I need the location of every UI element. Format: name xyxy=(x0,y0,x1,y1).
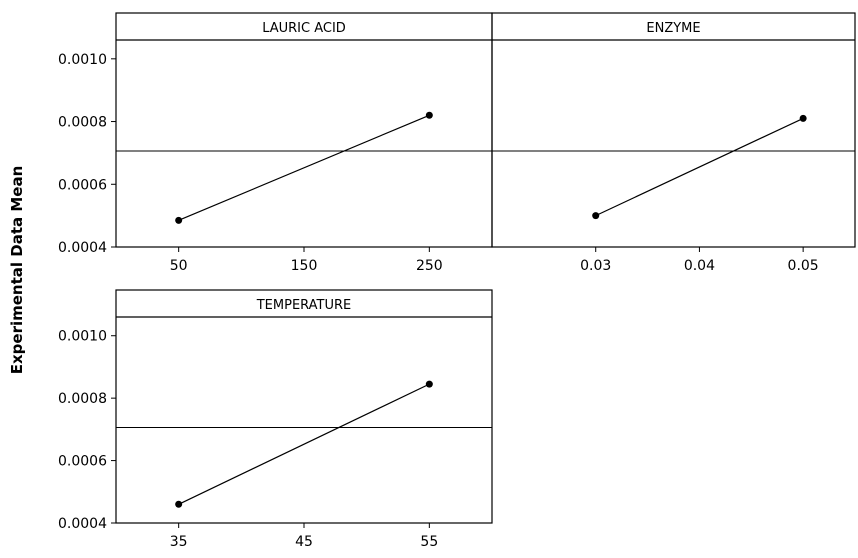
panel-3-y-tick-label: 0.0008 xyxy=(58,391,107,407)
panel-1-x-tick-label: 50 xyxy=(170,258,188,274)
panel-3-x-tick-label: 55 xyxy=(420,534,438,550)
panel-1-y-tick-label: 0.0008 xyxy=(58,115,107,131)
panel-3-data-point xyxy=(425,380,433,388)
panel-3-series-line xyxy=(178,383,430,505)
panel-2-data-point xyxy=(799,114,807,122)
panel-1-y-tick-label: 0.0004 xyxy=(58,240,107,256)
panel-2-series-line xyxy=(595,117,804,217)
panel-1-data-point xyxy=(175,216,183,224)
panel-2-frame xyxy=(491,12,856,248)
panel-1-title: LAURIC ACID xyxy=(262,21,346,36)
panel-1-x-tick-label: 150 xyxy=(291,258,318,274)
panel-1-y-tick-label: 0.0010 xyxy=(58,52,107,68)
panel-1-data-point xyxy=(425,111,433,119)
y-axis-label: Experimental Data Mean xyxy=(8,166,26,375)
panel-3-y-tick-label: 0.0010 xyxy=(58,329,107,345)
panel-1-series-line xyxy=(178,114,430,221)
panel-3-title: TEMPERATURE xyxy=(256,298,352,313)
panel-2-x-tick-label: 0.05 xyxy=(788,258,819,274)
panel-2-data-point xyxy=(592,212,600,220)
panel-3-x-tick-label: 45 xyxy=(295,534,313,550)
panel-3-frame xyxy=(115,289,493,524)
panel-3-y-tick-label: 0.0006 xyxy=(58,454,107,470)
panel-3-data-point xyxy=(175,500,183,508)
panel-1-y-tick-label: 0.0006 xyxy=(58,177,107,193)
panel-1-x-tick-label: 250 xyxy=(416,258,443,274)
panel-2-x-tick-label: 0.03 xyxy=(580,258,611,274)
panel-3-x-tick-label: 35 xyxy=(170,534,188,550)
panel-2-title: ENZYME xyxy=(646,21,700,36)
panel-3-y-tick-label: 0.0004 xyxy=(58,516,107,532)
panel-1-frame xyxy=(115,12,493,248)
panel-2-x-tick-label: 0.04 xyxy=(684,258,715,274)
